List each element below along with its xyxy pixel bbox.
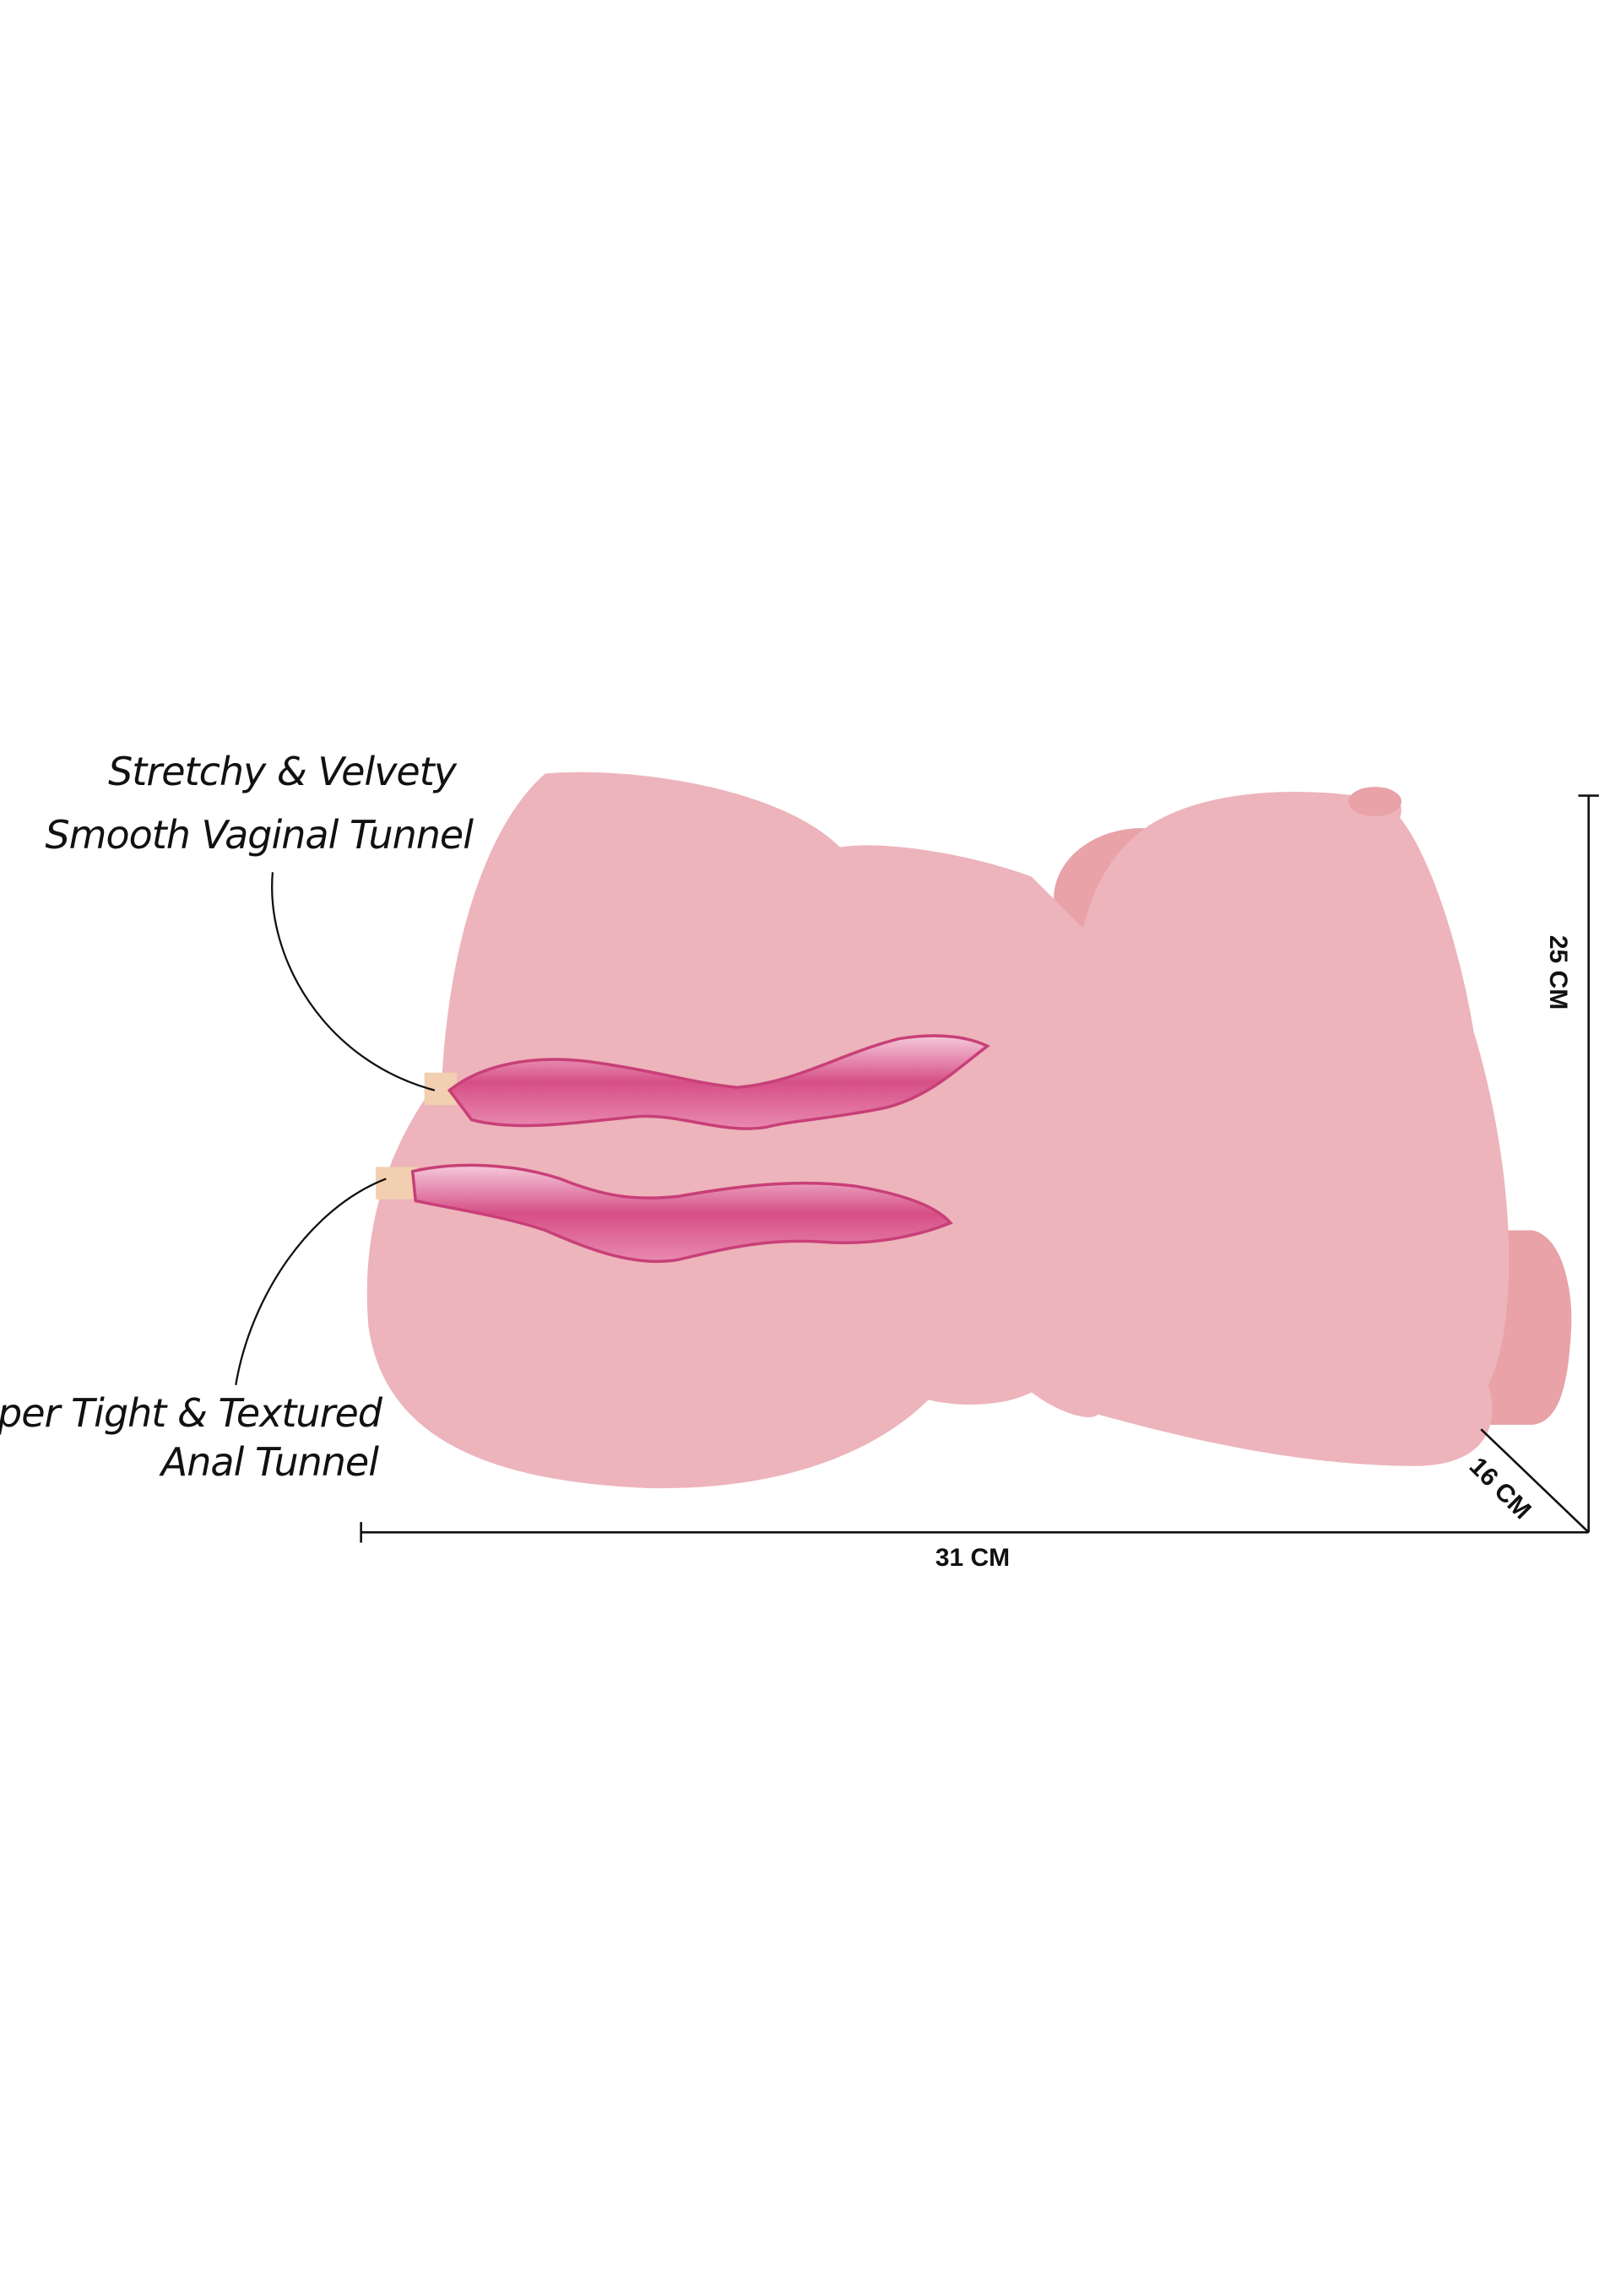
product-body-shape [366, 772, 1510, 1489]
nipple-shape [1348, 787, 1401, 817]
top-label-line2: Smooth Vaginal Tunnel [45, 812, 474, 858]
width-label: 31 CM [935, 1544, 1010, 1572]
bottom-leader-line [235, 1178, 387, 1385]
height-label: 25 CM [1544, 935, 1572, 1010]
anal-entrance [376, 1167, 417, 1199]
anal-tunnel [410, 1163, 953, 1264]
depth-label: 16 CM [1464, 1452, 1537, 1524]
vaginal-tunnel [447, 1034, 990, 1130]
top-leader-line [271, 872, 436, 1091]
bottom-label-line1: Super Tight & Textured [0, 1390, 383, 1436]
bottom-label-line2: Anal Tunnel [159, 1439, 379, 1485]
top-label-line1: Stretchy & Velvety [108, 749, 458, 794]
depth-dimension-line [1480, 1428, 1590, 1534]
